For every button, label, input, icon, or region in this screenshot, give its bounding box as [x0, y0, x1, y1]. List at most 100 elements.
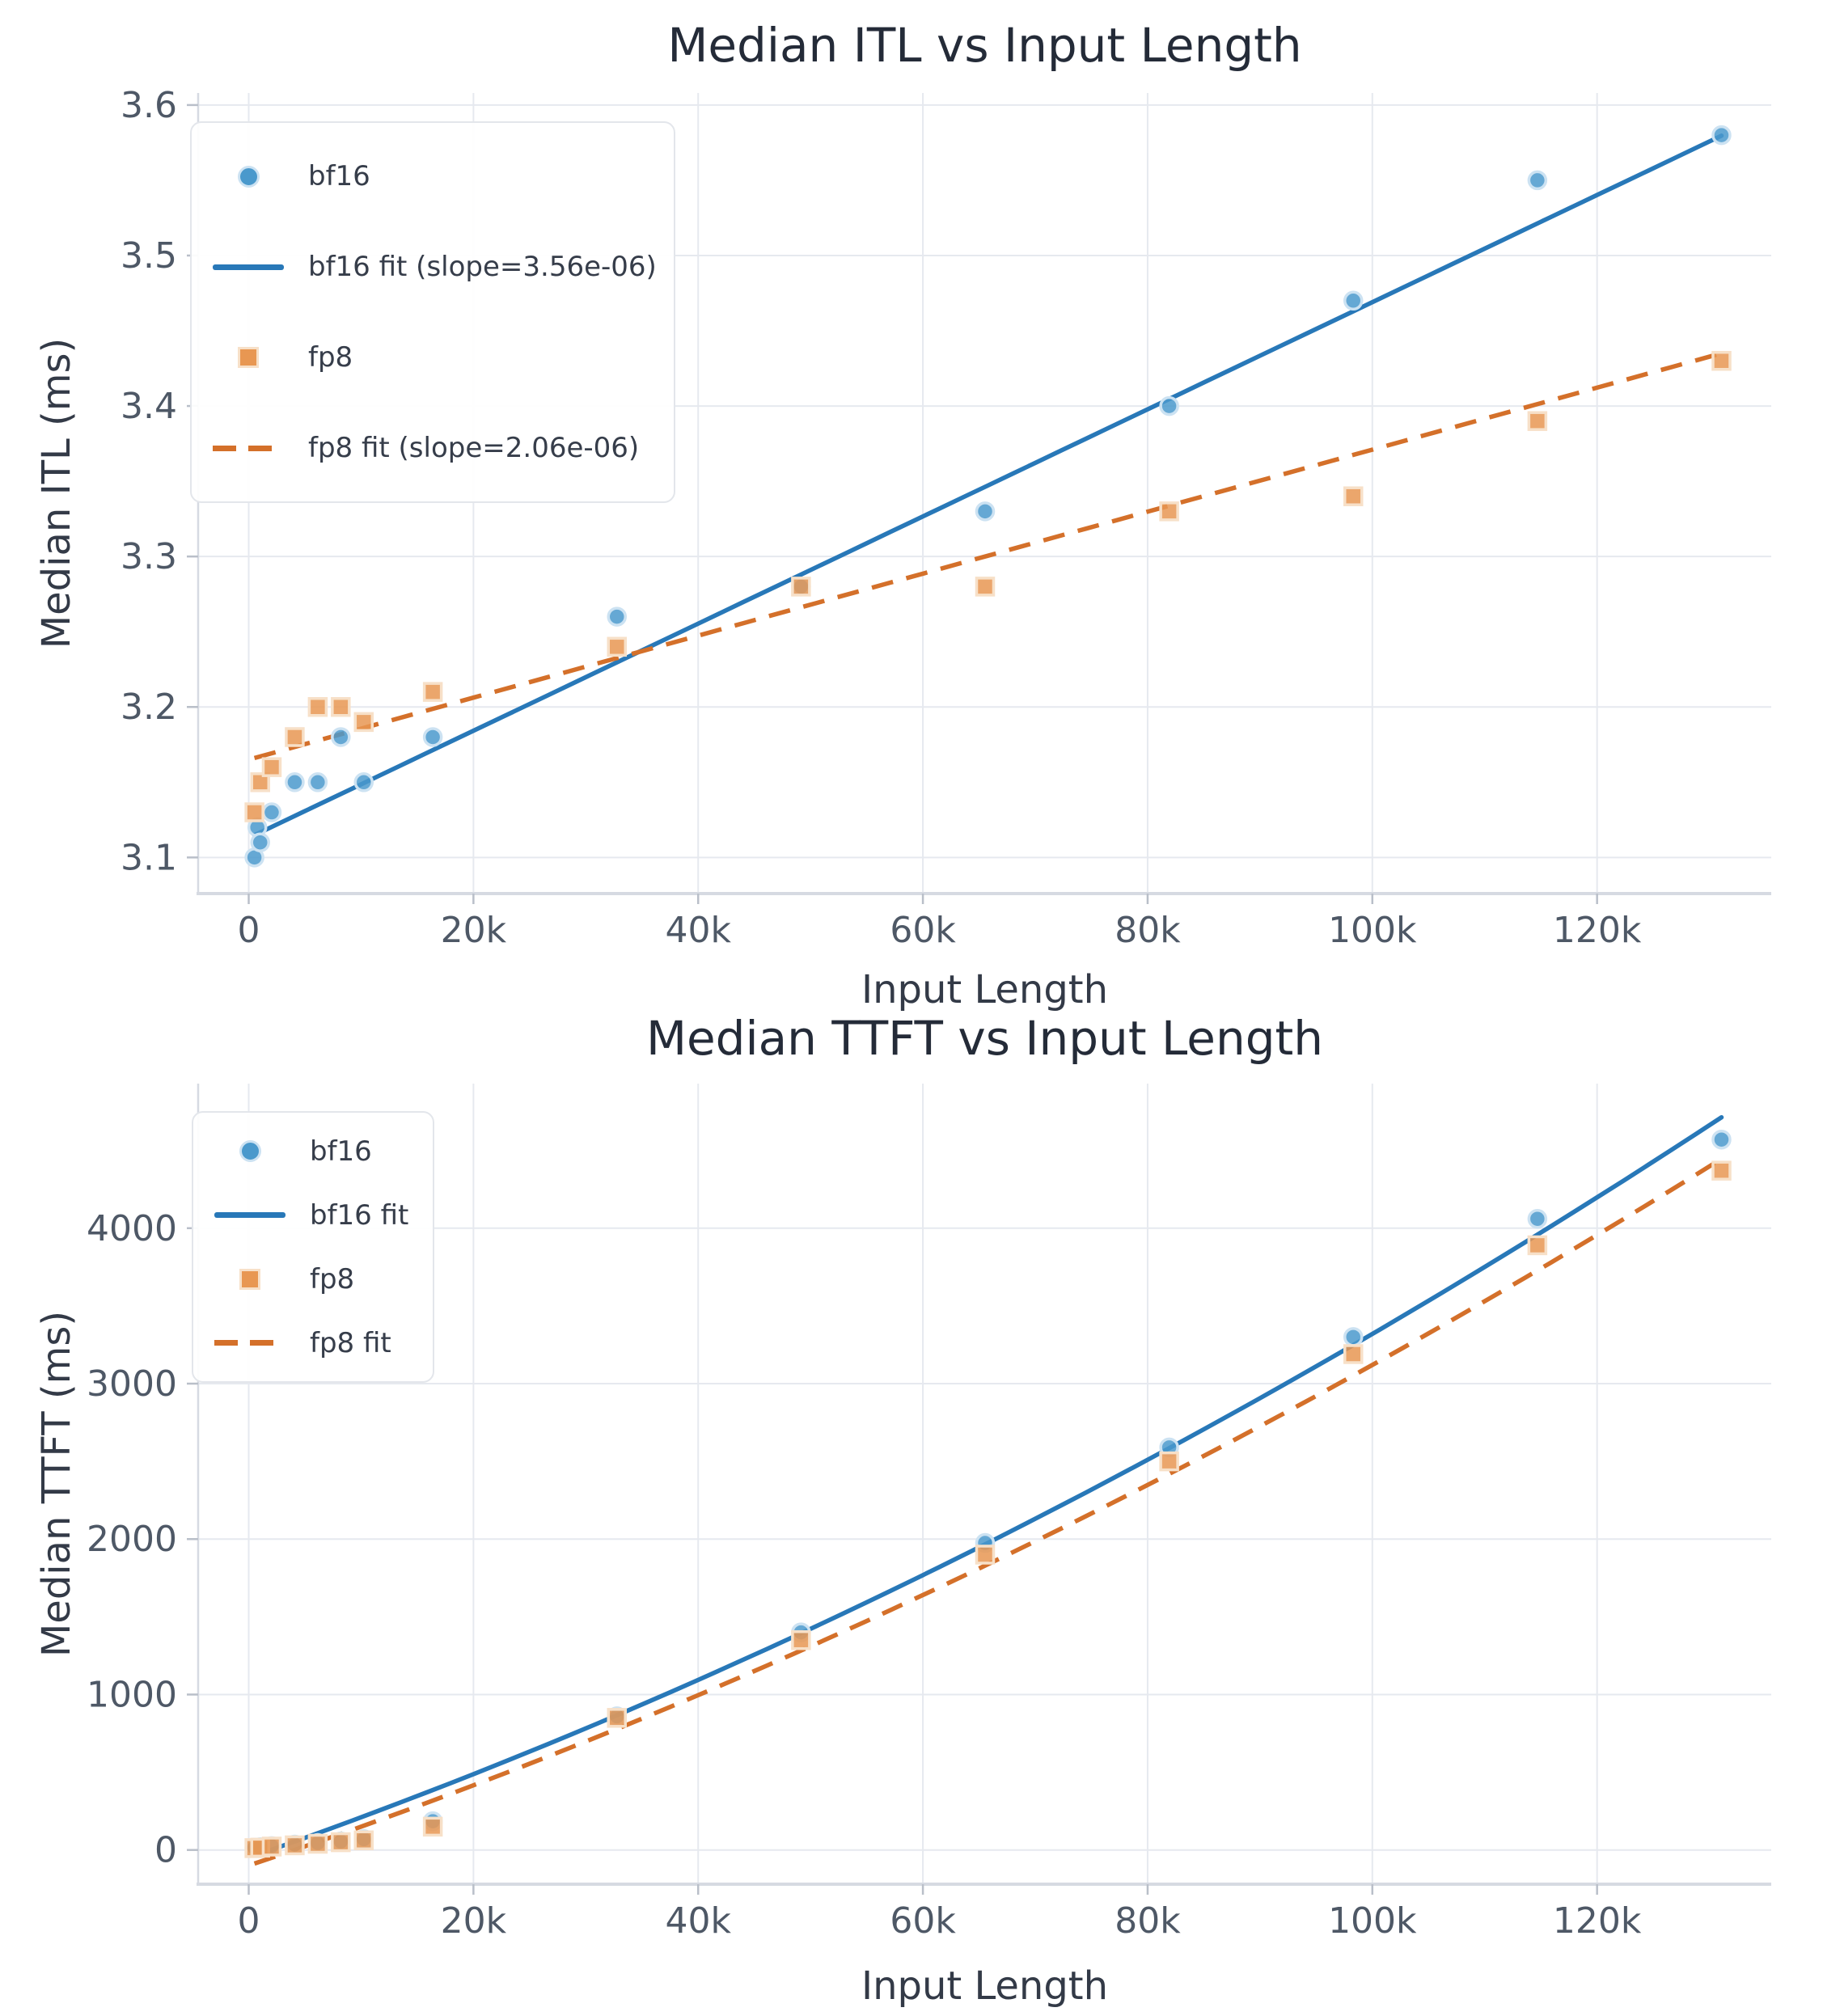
data-point-bf16	[261, 802, 282, 822]
data-point-fp8	[331, 696, 351, 717]
data-point-bf16	[353, 772, 374, 792]
x-tick-label: 100k	[1328, 910, 1417, 951]
x-tick-label: 120k	[1553, 1900, 1642, 1942]
y-tick-label: 2000	[87, 1519, 177, 1560]
x-tick-label: 60k	[890, 1900, 956, 1942]
data-point-fp8	[422, 682, 443, 702]
data-point-fp8	[353, 1830, 374, 1851]
data-point-fp8	[1343, 1344, 1364, 1364]
x-tick-label: 100k	[1328, 1900, 1417, 1942]
legend-item-bf16: bf16	[192, 131, 674, 222]
y-tick-label: 0	[154, 1830, 177, 1871]
data-point-bf16	[975, 501, 996, 522]
data-point-fp8	[353, 712, 374, 733]
y-tick-label: 3.6	[121, 85, 177, 126]
data-point-fp8	[1711, 350, 1732, 371]
data-point-fp8	[1527, 1235, 1548, 1256]
data-point-fp8	[1159, 1451, 1179, 1472]
x-tick-label: 0	[238, 1900, 260, 1942]
legend-label: fp8	[310, 1262, 355, 1295]
ttft-legend: bf16 bf16 fit fp8 fp8 fit	[192, 1111, 434, 1383]
data-point-bf16	[1711, 125, 1732, 146]
x-tick-label: 40k	[665, 1900, 731, 1942]
data-point-bf16	[1527, 170, 1548, 191]
y-tick-label: 3.5	[121, 235, 177, 277]
legend-label: bf16 fit	[310, 1198, 409, 1232]
x-tick-label: 80k	[1115, 1900, 1181, 1942]
data-point-fp8	[791, 1629, 811, 1650]
legend-item-bf16-fit: bf16 fit	[193, 1183, 433, 1247]
x-tick-label: 40k	[665, 910, 731, 951]
data-point-bf16	[422, 727, 443, 747]
y-tick-label: 3.3	[121, 536, 177, 577]
data-point-fp8	[975, 577, 996, 597]
itl-legend: bf16 bf16 fit (slope=3.56e-06) fp8 fp8 f…	[190, 121, 675, 503]
itl-y-axis-label: Median ITL (ms)	[34, 337, 79, 649]
legend-item-fp8: fp8	[192, 312, 674, 403]
data-point-bf16	[285, 772, 305, 792]
data-point-bf16	[331, 727, 351, 747]
data-point-fp8	[244, 802, 264, 822]
y-tick-label: 3000	[87, 1363, 177, 1405]
legend-label: bf16	[308, 160, 370, 192]
legend-item-fp8: fp8	[193, 1247, 433, 1311]
fp8-fit-dash-icon	[192, 445, 305, 451]
x-tick-label: 20k	[441, 910, 507, 951]
data-point-fp8	[607, 1708, 628, 1728]
data-point-fp8	[1527, 411, 1548, 431]
legend-label: fp8	[308, 341, 353, 374]
data-point-fp8	[331, 1832, 351, 1853]
data-point-fp8	[607, 636, 628, 657]
y-tick-label: 3.2	[121, 687, 177, 728]
itl-x-axis-label: Input Length	[861, 967, 1109, 1012]
y-tick-label: 4000	[87, 1208, 177, 1249]
fit-line-fp8	[253, 351, 1723, 761]
legend-item-fp8-fit: fp8 fit (slope=2.06e-06)	[192, 403, 674, 493]
data-point-fp8	[261, 757, 282, 777]
data-point-fp8	[261, 1836, 282, 1857]
legend-label: bf16 fit (slope=3.56e-06)	[308, 251, 657, 283]
ttft-y-axis-label: Median TTFT (ms)	[34, 1310, 79, 1658]
fit-line-bf16	[252, 133, 1724, 838]
data-point-fp8	[1343, 486, 1364, 506]
data-point-fp8	[1711, 1160, 1732, 1181]
ttft-x-axis-label: Input Length	[861, 1963, 1109, 2009]
data-point-fp8	[307, 696, 328, 717]
fp8-scatter-marker-icon	[193, 1268, 307, 1290]
data-point-bf16	[307, 772, 328, 792]
fp8-scatter-marker-icon	[192, 347, 305, 368]
legend-item-bf16: bf16	[193, 1119, 433, 1183]
data-point-fp8	[250, 772, 270, 792]
legend-label: fp8 fit	[310, 1326, 391, 1359]
data-point-bf16	[607, 606, 628, 627]
data-point-bf16	[1527, 1208, 1548, 1229]
x-tick-label: 80k	[1115, 910, 1181, 951]
data-point-bf16	[1343, 290, 1364, 311]
fp8-fit-dash-icon	[193, 1340, 307, 1346]
itl-chart-title: Median ITL vs Input Length	[667, 18, 1302, 73]
bf16-fit-line-icon	[193, 1212, 307, 1218]
legend-label: bf16	[310, 1135, 372, 1168]
data-point-fp8	[975, 1545, 996, 1565]
ttft-chart-title: Median TTFT vs Input Length	[645, 1011, 1324, 1066]
data-point-bf16	[1159, 395, 1179, 416]
y-tick-label: 1000	[87, 1674, 177, 1715]
data-point-bf16	[1711, 1129, 1732, 1150]
legend-item-fp8-fit: fp8 fit	[193, 1311, 433, 1375]
data-point-bf16	[1343, 1327, 1364, 1347]
data-point-fp8	[307, 1833, 328, 1854]
data-point-fp8	[422, 1816, 443, 1837]
legend-item-bf16-fit: bf16 fit (slope=3.56e-06)	[192, 222, 674, 312]
x-tick-label: 20k	[441, 1900, 507, 1942]
data-point-fp8	[285, 1835, 305, 1856]
data-point-fp8	[1159, 501, 1179, 522]
data-point-fp8	[285, 727, 305, 747]
bf16-scatter-marker-icon	[193, 1140, 307, 1162]
x-tick-label: 0	[238, 910, 260, 951]
y-tick-label: 3.4	[121, 386, 177, 427]
data-point-bf16	[250, 832, 270, 852]
x-tick-label: 60k	[890, 910, 956, 951]
bf16-scatter-marker-icon	[192, 165, 305, 188]
fit-line-fp8	[253, 1156, 1723, 1866]
